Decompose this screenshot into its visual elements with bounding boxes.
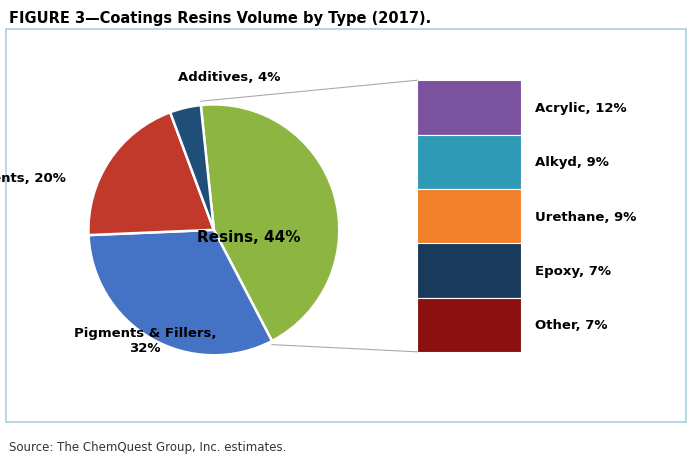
Text: Additives, 4%: Additives, 4% [178, 71, 280, 84]
Text: Source: The ChemQuest Group, Inc. estimates.: Source: The ChemQuest Group, Inc. estima… [9, 441, 286, 453]
Bar [417, 135, 521, 190]
Text: Other, 7%: Other, 7% [535, 319, 608, 331]
Bar [417, 81, 521, 135]
Text: Solvents, 20%: Solvents, 20% [0, 171, 66, 184]
Bar [417, 190, 521, 244]
Wedge shape [201, 105, 339, 341]
Text: Epoxy, 7%: Epoxy, 7% [535, 264, 611, 277]
Text: Alkyd, 9%: Alkyd, 9% [535, 156, 609, 169]
Text: FIGURE 3—Coatings Resins Volume by Type (2017).: FIGURE 3—Coatings Resins Volume by Type … [9, 11, 431, 27]
Wedge shape [89, 230, 272, 355]
Text: Resins, 44%: Resins, 44% [197, 229, 301, 244]
Text: Acrylic, 12%: Acrylic, 12% [535, 102, 626, 115]
Bar [417, 244, 521, 298]
Text: Pigments & Fillers,
32%: Pigments & Fillers, 32% [73, 326, 216, 354]
Wedge shape [89, 113, 214, 235]
Wedge shape [170, 106, 214, 230]
Text: Urethane, 9%: Urethane, 9% [535, 210, 636, 223]
Bar [417, 298, 521, 352]
